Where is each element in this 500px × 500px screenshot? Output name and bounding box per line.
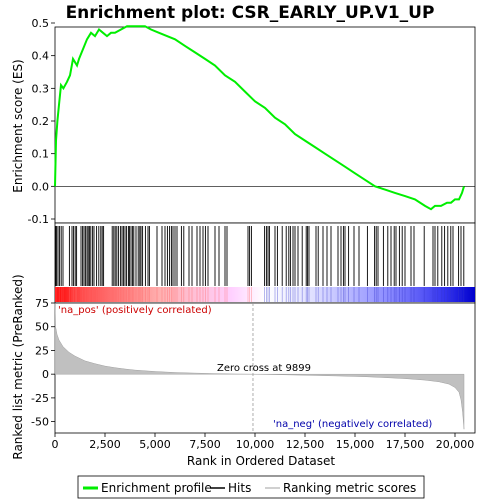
x-tick-label: 0 (52, 438, 59, 451)
metric-y-tick-label: -50 (31, 416, 49, 429)
es-y-axis-label: Enrichment score (ES) (11, 59, 25, 192)
legend-metric-label: Ranking metric scores (283, 481, 416, 495)
metric-y-tick-label: 75 (35, 297, 49, 310)
metric-panel-frame (54, 302, 476, 434)
rank-color-stripes (55, 287, 465, 302)
metric-area (54, 302, 465, 430)
legend-box (77, 475, 425, 499)
x-axis-label: Rank in Ordered Dataset (187, 454, 335, 468)
metric-layer (54, 302, 465, 433)
metric-y-tick-label: -25 (31, 392, 49, 405)
legend-hits-label: Hits (228, 481, 251, 495)
metric-y-tick-label: 50 (35, 321, 49, 334)
metric-y-tick-label: 25 (35, 344, 49, 357)
es-panel-frame (54, 26, 476, 224)
hits-layer (55, 226, 465, 286)
es-y-tick-label: -0.1 (28, 213, 49, 226)
metric-y-axis-label: Ranked list metric (PreRanked) (11, 274, 25, 459)
metric-y-tick-label: 0 (42, 368, 49, 381)
x-tick-label: 17,500 (386, 438, 425, 451)
x-tick-label: 15,000 (336, 438, 375, 451)
es-y-ticks: -0.1 0.0 0.1 0.2 0.3 0.4 0.5 (28, 17, 55, 226)
x-tick-label: 5,000 (139, 438, 171, 451)
es-y-tick-label: 0.4 (32, 50, 50, 63)
x-tick-label: 20,000 (436, 438, 475, 451)
negative-zone-label: 'na_neg' (negatively correlated) (273, 419, 432, 430)
es-y-tick-label: 0.3 (32, 82, 50, 95)
es-line-layer (54, 25, 465, 211)
x-tick-label: 12,500 (286, 438, 325, 451)
es-y-tick-label: 0.2 (32, 115, 50, 128)
zero-cross-label: Zero cross at 9899 (217, 363, 311, 374)
x-tick-label: 7,500 (189, 438, 221, 451)
es-y-tick-label: 0.1 (32, 148, 50, 161)
chart-title: Enrichment plot: CSR_EARLY_UP.V1_UP (66, 3, 435, 23)
es-series-line (54, 25, 465, 211)
legend-enrichment-label: Enrichment profile (101, 481, 212, 495)
x-tick-label: 10,000 (236, 438, 275, 451)
es-y-tick-label: 0.0 (32, 180, 50, 193)
es-y-tick-label: 0.5 (32, 17, 50, 30)
rank-color-bar (55, 287, 475, 302)
x-tick-label: 2,500 (89, 438, 121, 451)
metric-y-ticks: -50 -25 0 25 50 75 (31, 297, 55, 429)
legend: Enrichment profile Hits Ranking metric s… (77, 475, 425, 499)
positive-zone-label: 'na_pos' (positively correlated) (58, 305, 212, 316)
metric-x-ticks: 0 2,500 5,000 7,500 10,000 12,500 15,000 17,500… (52, 433, 475, 451)
